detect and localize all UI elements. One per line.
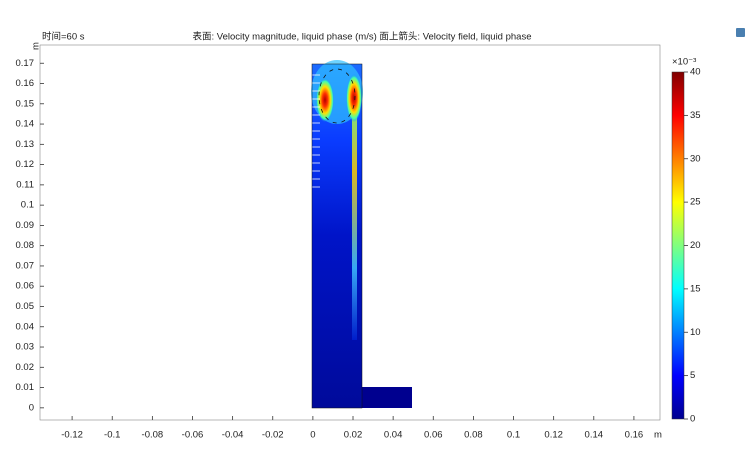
icon[interactable] bbox=[736, 28, 745, 37]
y-tick-label: 0.04 bbox=[16, 321, 35, 332]
x-tick-label: 0.1 bbox=[507, 430, 520, 441]
y-axis-label: m bbox=[31, 42, 42, 50]
x-tick-label: -0.04 bbox=[222, 430, 244, 441]
geometry bbox=[311, 60, 412, 409]
y-tick-label: 0.01 bbox=[16, 382, 35, 393]
hot-spot bbox=[346, 74, 362, 122]
x-tick-label: -0.12 bbox=[61, 430, 83, 441]
y-tick-label: 0.12 bbox=[16, 159, 35, 170]
colorbar-tick-label: 25 bbox=[690, 197, 701, 208]
y-tick-label: 0.07 bbox=[16, 260, 35, 271]
x-tick-label: 0.06 bbox=[424, 430, 443, 441]
x-tick-label: 0.04 bbox=[384, 430, 403, 441]
arrows bbox=[318, 68, 356, 124]
y-tick-label: 0.06 bbox=[16, 281, 35, 292]
colorbar-tick-label: 40 bbox=[690, 67, 701, 78]
chart-title: 表面: Velocity magnitude, liquid phase (m/… bbox=[193, 31, 532, 43]
stream bbox=[352, 100, 357, 340]
colorbar-tick-label: 0 bbox=[690, 414, 695, 425]
x-tick-label: 0.16 bbox=[625, 430, 644, 441]
colorbar-tick-label: 10 bbox=[690, 327, 701, 338]
x-tick-label: -0.06 bbox=[182, 430, 204, 441]
hot-spot bbox=[316, 78, 334, 122]
x-tick-label: 0.14 bbox=[585, 430, 604, 441]
colorbar-tick-label: 5 bbox=[690, 370, 695, 381]
colorbar bbox=[671, 71, 685, 420]
colorbar-tick-label: 35 bbox=[690, 110, 701, 121]
y-tick-label: 0.08 bbox=[16, 240, 35, 251]
x-tick-label: -0.02 bbox=[262, 430, 284, 441]
y-tick-label: 0.05 bbox=[16, 301, 35, 312]
colorbar-tick-label: 15 bbox=[690, 283, 701, 294]
y-tick-label: 0.1 bbox=[21, 200, 34, 211]
x-axis-label: m bbox=[654, 430, 662, 441]
x-tick-label: -0.08 bbox=[142, 430, 164, 441]
y-tick-label: 0.09 bbox=[16, 220, 35, 231]
time-label: 时间=60 s bbox=[42, 31, 85, 43]
y-tick-label: 0.17 bbox=[16, 58, 35, 69]
x-tick-label: -0.1 bbox=[104, 430, 120, 441]
y-tick-label: 0.02 bbox=[16, 362, 35, 373]
colorbar-tick-label: 20 bbox=[690, 240, 701, 251]
colorbar-tick-label: 30 bbox=[690, 153, 701, 164]
outline bbox=[311, 63, 363, 409]
y-tick-label: 0.13 bbox=[16, 139, 35, 150]
arrows bbox=[312, 74, 320, 188]
y-tick-label: 0.14 bbox=[16, 119, 35, 130]
y-tick-label: 0 bbox=[29, 402, 34, 413]
y-tick-label: 0.15 bbox=[16, 98, 35, 109]
y-tick-label: 0.03 bbox=[16, 342, 35, 353]
colorbar-label: ×10⁻³ bbox=[672, 57, 696, 68]
y-tick-label: 0.11 bbox=[16, 179, 34, 190]
x-tick-label: 0.12 bbox=[544, 430, 563, 441]
y-tick-label: 0.16 bbox=[16, 78, 35, 89]
x-tick-label: 0.08 bbox=[464, 430, 483, 441]
outlet bbox=[362, 387, 412, 408]
x-tick-label: 0 bbox=[310, 430, 315, 441]
x-tick-label: 0.02 bbox=[344, 430, 363, 441]
